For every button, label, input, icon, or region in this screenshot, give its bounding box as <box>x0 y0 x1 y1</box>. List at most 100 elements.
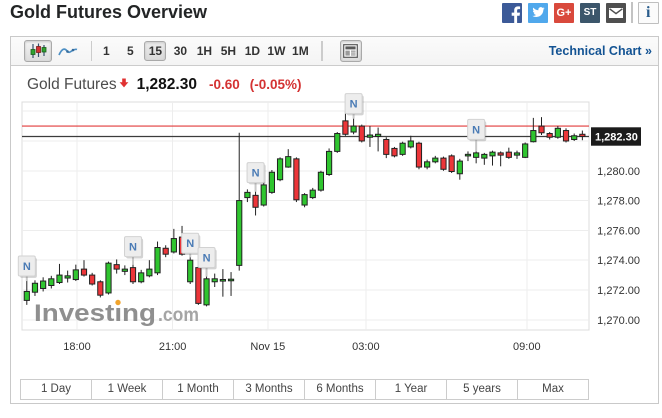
candle-4[interactable] <box>56 274 63 284</box>
candle-39[interactable] <box>342 120 349 135</box>
candle-60[interactable] <box>513 152 521 156</box>
range-1-year[interactable]: 1 Year <box>375 379 447 400</box>
candle-35[interactable] <box>309 189 316 199</box>
news-marker[interactable] <box>17 255 36 277</box>
stocktwits-icon[interactable]: ST <box>580 2 600 23</box>
candle-54[interactable] <box>464 153 472 157</box>
candle-15[interactable] <box>146 268 153 277</box>
candle-67[interactable] <box>571 135 578 140</box>
twitter-icon[interactable] <box>528 2 548 23</box>
candle-66[interactable] <box>562 130 570 142</box>
candlestick-chart-button[interactable] <box>24 40 52 62</box>
candle-51[interactable] <box>440 157 447 170</box>
candle-22[interactable] <box>203 278 210 306</box>
candle-68[interactable] <box>579 133 586 137</box>
range-1-month[interactable]: 1 Month <box>162 379 234 400</box>
news-marker[interactable] <box>467 118 486 140</box>
news-panel-button[interactable] <box>339 40 362 62</box>
candle-7[interactable] <box>80 268 88 276</box>
candle-17[interactable] <box>162 247 169 255</box>
candle-1[interactable] <box>31 282 39 293</box>
candle-61[interactable] <box>522 143 529 158</box>
candle-42[interactable] <box>366 134 374 138</box>
news-marker[interactable] <box>124 236 143 258</box>
interval-30[interactable]: 30 <box>173 44 188 58</box>
info-icon[interactable]: i <box>637 2 659 24</box>
candle-28[interactable] <box>252 194 259 208</box>
candle-53[interactable] <box>456 160 463 175</box>
candle-52[interactable] <box>448 155 455 173</box>
range-1-week[interactable]: 1 Week <box>91 379 163 400</box>
google-plus-icon[interactable]: G+ <box>554 2 574 23</box>
candle-8[interactable] <box>89 274 96 285</box>
candle-58[interactable] <box>497 152 504 156</box>
candle-31[interactable] <box>276 158 284 181</box>
candle-46[interactable] <box>399 142 406 155</box>
candle-59[interactable] <box>505 151 512 158</box>
interval-5h[interactable]: 5H <box>220 44 237 58</box>
candle-13[interactable] <box>129 267 137 283</box>
candle-62[interactable] <box>530 130 537 143</box>
candle-30[interactable] <box>268 171 275 193</box>
candle-65[interactable] <box>554 127 561 138</box>
interval-1m[interactable]: 1M <box>292 44 309 58</box>
candle-55[interactable] <box>473 152 480 158</box>
line-chart-button[interactable] <box>54 40 82 62</box>
candle-16[interactable] <box>154 247 161 274</box>
candle-43[interactable] <box>375 133 382 137</box>
candle-20[interactable] <box>187 259 194 283</box>
interval-15[interactable]: 15 <box>144 41 167 61</box>
news-marker[interactable] <box>246 162 265 184</box>
candle-21[interactable] <box>195 267 202 304</box>
candle-63[interactable] <box>538 125 545 134</box>
news-marker[interactable] <box>197 247 216 269</box>
candle-48[interactable] <box>415 142 423 168</box>
candle-6[interactable] <box>72 269 79 281</box>
interval-1h[interactable]: 1H <box>196 44 213 58</box>
candle-37[interactable] <box>325 150 333 175</box>
interval-1w[interactable]: 1W <box>267 44 286 58</box>
candle-44[interactable] <box>383 138 390 155</box>
interval-1d[interactable]: 1D <box>244 44 261 58</box>
candle-56[interactable] <box>481 153 488 159</box>
candle-47[interactable] <box>407 140 414 148</box>
candle-57[interactable] <box>489 151 496 157</box>
technical-chart-link[interactable]: Technical Chart » <box>548 44 652 58</box>
candle-64[interactable] <box>546 133 553 138</box>
candle-25[interactable] <box>227 278 235 282</box>
interval-1[interactable]: 1 <box>103 44 110 58</box>
candle-41[interactable] <box>358 125 365 142</box>
candle-49[interactable] <box>424 161 431 168</box>
facebook-icon[interactable] <box>502 2 522 23</box>
news-marker[interactable] <box>181 232 200 254</box>
candle-50[interactable] <box>432 157 439 163</box>
candle-11[interactable] <box>113 264 120 270</box>
candle-12[interactable] <box>121 268 128 272</box>
candle-38[interactable] <box>334 133 341 152</box>
candle-26[interactable] <box>236 200 243 266</box>
candle-0[interactable] <box>23 290 30 301</box>
candle-10[interactable] <box>105 262 112 294</box>
email-icon[interactable] <box>606 2 626 23</box>
range-3-months[interactable]: 3 Months <box>233 379 305 400</box>
candle-23[interactable] <box>211 278 218 283</box>
candle-40[interactable] <box>350 125 357 133</box>
candle-9[interactable] <box>97 281 104 296</box>
candle-36[interactable] <box>317 171 325 191</box>
candle-3[interactable] <box>48 278 55 286</box>
candle-32[interactable] <box>285 156 292 168</box>
range-6-months[interactable]: 6 Months <box>304 379 376 400</box>
candle-14[interactable] <box>138 272 145 283</box>
candle-29[interactable] <box>260 184 267 206</box>
range-max[interactable]: Max <box>517 379 589 400</box>
news-marker[interactable] <box>344 93 363 115</box>
interval-5[interactable]: 5 <box>127 44 134 58</box>
candle-5[interactable] <box>64 275 71 279</box>
candle-33[interactable] <box>293 158 300 201</box>
candle-45[interactable] <box>391 147 398 157</box>
candle-27[interactable] <box>244 191 251 199</box>
range-5-years[interactable]: 5 years <box>446 379 518 400</box>
candle-24[interactable] <box>219 278 226 282</box>
candle-2[interactable] <box>40 280 47 289</box>
